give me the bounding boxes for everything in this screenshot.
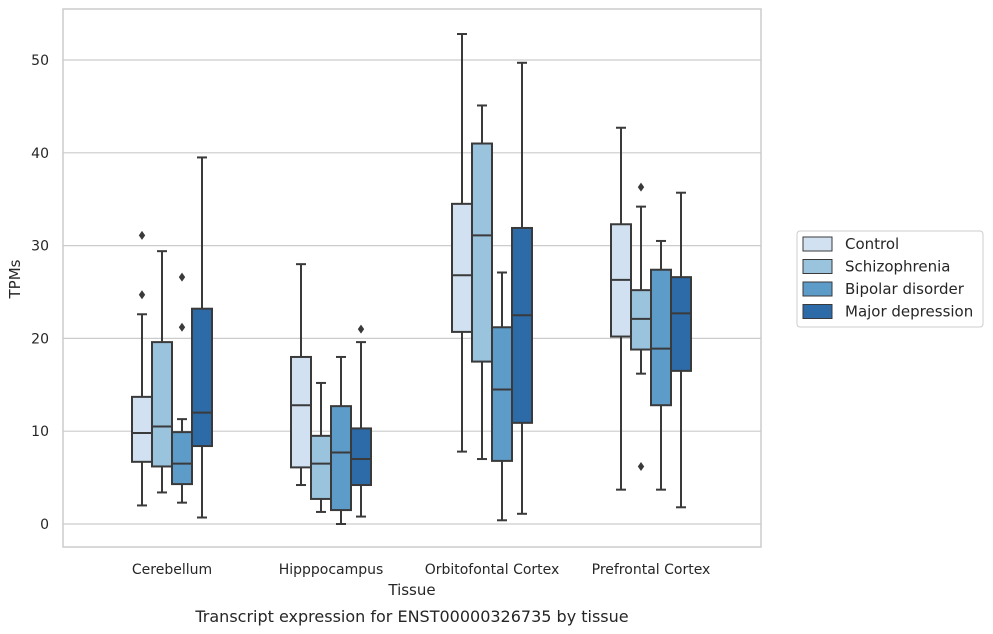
legend-entry-label: Control <box>845 235 899 253</box>
box <box>650 239 672 491</box>
outlier-point <box>138 230 146 240</box>
y-tick-labels: 0 10 20 30 40 50 <box>31 53 49 533</box>
box-body <box>451 202 473 333</box>
box-body <box>650 268 672 407</box>
series-2 <box>171 239 672 525</box>
legend-swatch <box>802 236 833 252</box>
box <box>290 263 312 487</box>
box-body <box>511 226 533 424</box>
chart-caption: Transcript expression for ENST0000032673… <box>194 607 628 626</box>
y-tick-label: 10 <box>31 424 49 440</box>
legend-swatch <box>802 304 833 319</box>
box-body <box>290 355 312 469</box>
series-3 <box>191 61 692 519</box>
legend-entry-label: Bipolar disorder <box>845 280 965 298</box>
box <box>670 191 692 509</box>
box-body <box>310 434 332 500</box>
x-tick-labels: Cerebellum Hipppocampus Orbitofontal Corte… <box>132 562 710 578</box>
legend: Control Schizophrenia Bipolar disorder Majo… <box>796 230 984 328</box>
x-axis-label: Tissue <box>387 581 435 599</box>
x-tick-label: Prefrontal Cortex <box>592 562 711 578</box>
x-tick-label: Cerebellum <box>132 562 212 578</box>
box <box>630 182 652 471</box>
box <box>451 33 473 453</box>
box-body <box>471 142 493 363</box>
outlier-point <box>138 290 146 300</box>
y-tick-label: 0 <box>40 517 49 533</box>
x-tick-label: Orbitofontal Cortex <box>425 562 560 578</box>
box-body <box>131 395 153 463</box>
box <box>310 381 332 513</box>
box <box>491 271 513 522</box>
box-body <box>491 326 513 462</box>
box <box>610 126 632 491</box>
box <box>191 156 213 519</box>
box-groups <box>131 33 692 525</box>
legend-swatch <box>802 259 833 274</box>
outlier-point <box>637 461 645 471</box>
box <box>171 272 193 504</box>
plot-frame <box>62 8 762 548</box>
legend-swatch <box>802 281 833 297</box>
series-0 <box>131 33 632 507</box>
box <box>151 250 173 494</box>
box <box>350 324 372 518</box>
box-body <box>350 427 372 487</box>
box-body <box>670 276 692 372</box>
box-body <box>330 405 352 512</box>
series-1 <box>151 104 652 513</box>
y-tick-label: 30 <box>31 239 49 255</box>
outlier-point <box>637 182 645 192</box>
outlier-point <box>178 322 186 332</box>
outlier-point <box>178 272 186 282</box>
y-axis-label: TPMs <box>6 259 24 299</box>
box <box>131 230 153 507</box>
y-tick-label: 20 <box>31 331 49 347</box>
y-tick-label: 50 <box>31 53 49 69</box>
legend-entry-label: Schizophrenia <box>845 258 950 276</box>
box <box>471 104 493 461</box>
y-tick-label: 40 <box>31 146 49 162</box>
legend-frame <box>796 230 984 328</box>
box <box>511 61 533 515</box>
box-body <box>191 307 213 448</box>
outlier-point <box>357 324 365 334</box>
box-body <box>171 431 193 486</box>
box-body <box>151 341 173 468</box>
legend-entry-label: Major depression <box>845 303 973 321</box>
x-tick-label: Hipppocampus <box>279 562 384 578</box>
